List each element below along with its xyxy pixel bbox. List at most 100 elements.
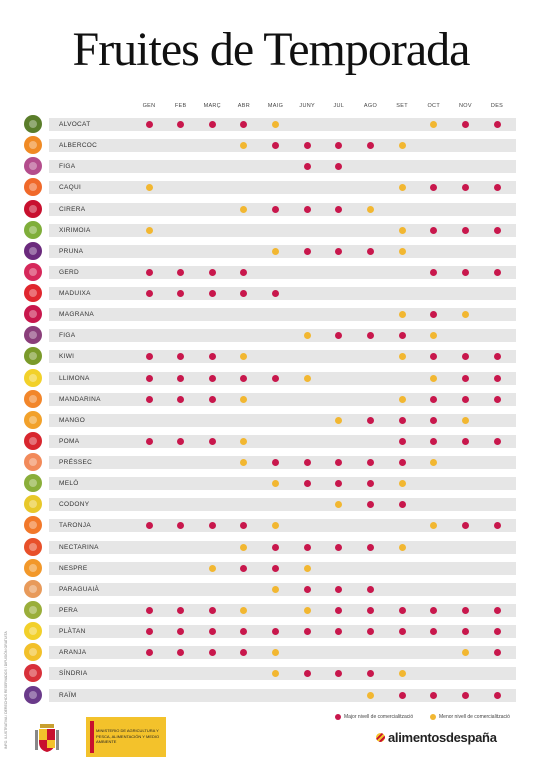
high-availability-dot — [398, 459, 406, 467]
low-availability-dot — [240, 606, 248, 614]
row-bar — [49, 667, 516, 681]
legend-low-label: Menor nivell de comercialització — [439, 714, 510, 720]
high-availability-dot — [303, 543, 311, 551]
fruit-row: CODONY — [22, 494, 516, 515]
plum-icon — [24, 241, 42, 260]
brand-flag-icon — [376, 733, 385, 742]
fruit-name: TARONJA — [59, 522, 91, 530]
high-availability-dot — [177, 522, 185, 530]
fruit-row: NECTARINA — [22, 537, 516, 558]
high-availability-dot — [177, 606, 185, 614]
high-availability-dot — [208, 395, 216, 403]
high-availability-dot — [240, 628, 248, 636]
high-availability-dot — [366, 480, 374, 488]
low-availability-dot — [272, 670, 280, 678]
high-availability-dot — [272, 564, 280, 572]
high-availability-dot — [177, 121, 185, 128]
legend-high: Major nivell de comercialització — [335, 712, 425, 722]
row-bar — [49, 160, 516, 174]
high-availability-dot — [208, 290, 216, 298]
month-label: MAIG — [267, 103, 284, 109]
high-availability-dot — [366, 247, 374, 255]
fruit-name: MANDARINA — [59, 395, 101, 403]
high-availability-dot — [272, 628, 280, 636]
month-label: OCT — [427, 103, 440, 109]
high-availability-dot — [366, 142, 374, 150]
high-availability-dot — [461, 628, 469, 636]
high-availability-dot — [430, 606, 438, 614]
month-label: SET — [396, 103, 408, 109]
low-availability-dot — [303, 606, 311, 614]
fruit-name: PERA — [59, 606, 78, 614]
high-availability-dot — [145, 353, 153, 361]
low-availability-dot — [145, 184, 153, 192]
high-availability-dot — [398, 416, 406, 424]
fruit-row: ALVOCAT — [22, 114, 516, 135]
fruit-name: ALBERCOC — [59, 142, 98, 150]
row-bar — [49, 265, 516, 279]
high-availability-dot — [145, 290, 153, 298]
high-availability-dot — [303, 205, 311, 213]
high-availability-dot — [303, 459, 311, 467]
high-availability-dot — [335, 459, 343, 467]
high-availability-dot — [493, 353, 501, 361]
high-availability-dot — [493, 395, 501, 403]
fruit-row: TARONJA — [22, 515, 516, 536]
fig-icon — [24, 326, 42, 345]
high-availability-dot — [461, 184, 469, 192]
high-availability-dot — [145, 268, 153, 276]
fruit-name: PRÉSSEC — [59, 459, 93, 467]
high-availability-dot — [366, 543, 374, 551]
row-bar — [49, 371, 516, 385]
side-credits: INFO. ILUSTRATIVA / DERECHOS RESERVADOS … — [4, 631, 8, 749]
fruit-row: SÍNDRIA — [22, 663, 516, 684]
low-availability-dot — [366, 691, 374, 699]
high-availability-dot — [366, 606, 374, 614]
row-bar — [49, 519, 516, 533]
high-availability-dot — [430, 268, 438, 276]
high-availability-dot — [208, 437, 216, 445]
high-availability-dot — [145, 395, 153, 403]
high-availability-dot — [145, 628, 153, 636]
brand-name: alimentosdespaña — [388, 730, 497, 745]
low-availability-dot — [398, 543, 406, 551]
high-availability-dot — [208, 268, 216, 276]
row-bar — [49, 498, 516, 512]
loquat-icon — [24, 558, 42, 577]
high-availability-dot — [398, 606, 406, 614]
flat-peach-icon — [24, 579, 42, 598]
high-availability-dot — [177, 353, 185, 361]
month-label: JUNY — [299, 103, 315, 109]
high-availability-dot — [461, 522, 469, 530]
fruit-name: CAQUI — [59, 184, 82, 192]
low-availability-dot — [272, 585, 280, 593]
cherry-icon — [24, 199, 42, 218]
high-availability-dot — [208, 353, 216, 361]
fruit-row: KIWI — [22, 346, 516, 367]
high-availability-dot — [240, 564, 248, 572]
high-availability-dot — [493, 649, 501, 657]
month-label: FEB — [174, 103, 187, 109]
month-label: ABR — [237, 103, 251, 109]
high-availability-dot — [177, 395, 185, 403]
low-availability-dot — [461, 649, 469, 657]
high-availability-dot — [145, 606, 153, 614]
high-availability-dot — [430, 353, 438, 361]
banana-icon — [24, 622, 42, 641]
high-availability-dot — [335, 480, 343, 488]
high-availability-dot — [240, 374, 248, 382]
fruit-row: XIRIMOIA — [22, 220, 516, 241]
row-bar — [49, 308, 516, 322]
fruit-name: POMA — [59, 437, 80, 445]
low-availability-dot — [398, 142, 406, 150]
coat-of-arms-icon — [35, 724, 59, 752]
low-availability-dot — [430, 522, 438, 530]
melon-icon — [24, 474, 42, 493]
high-availability-dot — [208, 522, 216, 530]
high-availability-dot — [366, 459, 374, 467]
high-availability-dot — [366, 628, 374, 636]
fruit-row: FIGA — [22, 325, 516, 346]
poster-title: Fruites de Temporada — [72, 23, 471, 76]
peach-icon — [24, 453, 42, 472]
high-availability-dot — [493, 606, 501, 614]
